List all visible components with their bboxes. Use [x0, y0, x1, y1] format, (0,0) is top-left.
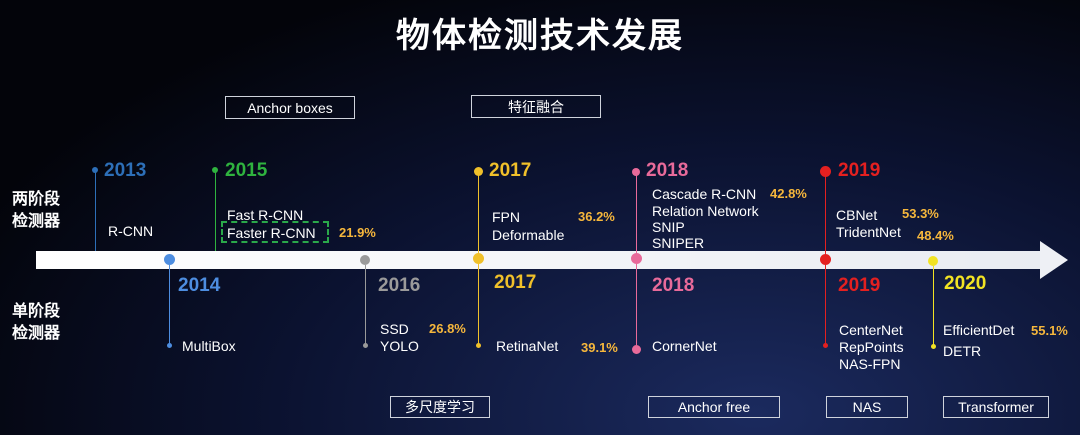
dot-2014: [164, 254, 175, 265]
year-2019-one-stage: 2019: [838, 275, 881, 296]
anchor-boxes-label: Anchor boxes: [225, 96, 355, 119]
faster-rcnn-highlight: [221, 221, 329, 243]
anchor-free-label: Anchor free: [648, 396, 780, 418]
year-2020: 2020: [944, 273, 987, 294]
ap-tridentnet: 48.4%: [917, 228, 954, 243]
year-2017-two-stage: 2017: [489, 160, 532, 181]
feature-fusion-label: 特征融合: [471, 95, 601, 118]
model-yolo: YOLO: [380, 338, 419, 354]
model-nas-fpn: NAS-FPN: [839, 356, 901, 372]
page-title: 物体检测技术发展: [396, 16, 684, 56]
dot-2020: [928, 256, 938, 266]
ap-cascade-rcnn: 42.8%: [770, 186, 807, 201]
two-stage-category: 两阶段 检测器: [12, 189, 61, 230]
model-ssd: SSD: [380, 321, 409, 337]
ap-ssd: 26.8%: [429, 321, 466, 336]
model-efficientdet: EfficientDet: [943, 322, 1015, 338]
model-cascade-rcnn: Cascade R-CNN: [652, 186, 757, 202]
year-2019-two-stage: 2019: [838, 160, 881, 181]
dot-2017-top: [474, 167, 483, 176]
ap-efficientdet: 55.1%: [1031, 323, 1068, 338]
model-detr: DETR: [943, 343, 982, 359]
model-faster-rcnn: Faster R-CNN: [227, 225, 316, 241]
ap-retinanet: 39.1%: [581, 340, 618, 355]
model-fpn: FPN: [492, 209, 520, 225]
dot-2019-top: [820, 166, 831, 177]
dot-2017-bottom: [473, 253, 484, 264]
dot-2019-bottom: [820, 254, 831, 265]
year-2018-one-stage: 2018: [652, 275, 695, 296]
model-cbnet: CBNet: [836, 207, 878, 223]
dot-2015: [212, 167, 218, 173]
model-retinanet: RetinaNet: [496, 338, 559, 354]
model-reppoints: RepPoints: [839, 339, 904, 355]
model-multibox: MultiBox: [182, 338, 236, 354]
nas-label: NAS: [826, 396, 908, 418]
multi-scale-label: 多尺度学习: [390, 396, 490, 418]
year-2015: 2015: [225, 160, 268, 181]
year-2018-two-stage: 2018: [646, 160, 689, 181]
model-relation-network: Relation Network: [652, 203, 759, 219]
dot-2018-bottom: [631, 253, 642, 264]
one-stage-category: 单阶段 检测器: [12, 301, 61, 342]
model-fast-rcnn: Fast R-CNN: [227, 207, 304, 223]
model-sniper: SNIPER: [652, 235, 705, 251]
year-2016: 2016: [378, 275, 421, 296]
ap-fpn: 36.2%: [578, 209, 615, 224]
model-rcnn: R-CNN: [108, 223, 154, 239]
model-tridentnet: TridentNet: [836, 224, 901, 240]
model-centernet: CenterNet: [839, 322, 903, 338]
year-2017-one-stage: 2017: [494, 272, 537, 293]
model-deformable: Deformable: [492, 227, 565, 243]
dot-2013: [92, 167, 98, 173]
year-2013: 2013: [104, 160, 147, 181]
model-cornernet: CornerNet: [652, 338, 717, 354]
ap-cbnet: 53.3%: [902, 206, 939, 221]
model-snip: SNIP: [652, 219, 685, 235]
ap-faster-rcnn: 21.9%: [339, 225, 376, 240]
dot-2016: [360, 255, 370, 265]
dot-2018-top: [632, 168, 640, 176]
transformer-label: Transformer: [943, 396, 1049, 418]
year-2014: 2014: [178, 275, 221, 296]
